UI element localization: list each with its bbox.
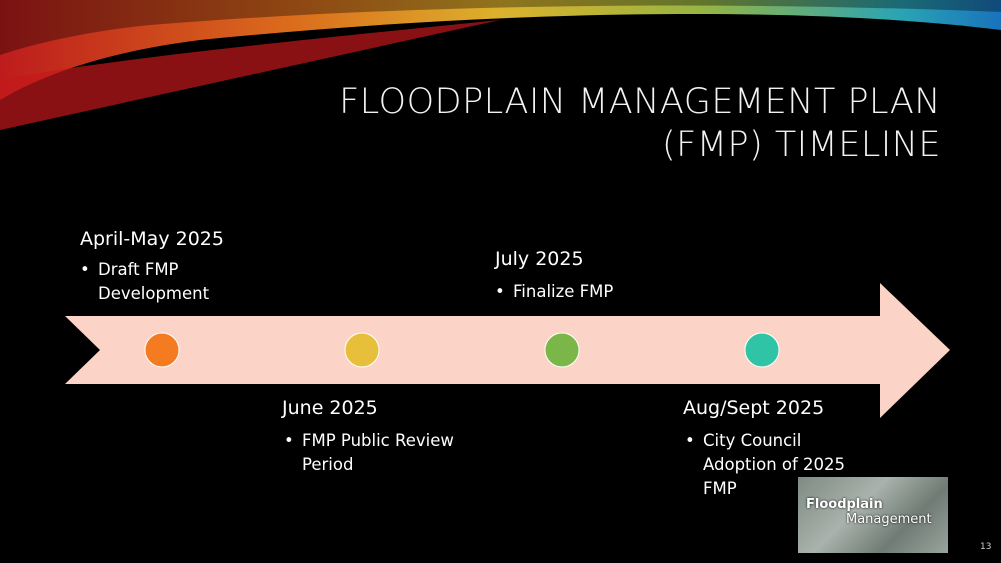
logo-image: Floodplain Management bbox=[798, 477, 948, 553]
milestone-item: Finalize FMP bbox=[495, 280, 693, 304]
logo-text: Floodplain bbox=[806, 497, 883, 512]
title-line: FLOODPLAIN MANAGEMENT PLAN bbox=[339, 82, 941, 122]
milestone-dot bbox=[345, 333, 379, 367]
logo-text: Management bbox=[846, 512, 932, 527]
milestone-date: July 2025 bbox=[495, 248, 584, 270]
milestone-date: June 2025 bbox=[282, 397, 378, 419]
title-line: (FMP) TIMELINE bbox=[662, 125, 941, 165]
milestone-dot bbox=[545, 333, 579, 367]
milestone-dot bbox=[145, 333, 179, 367]
milestone-date: April-May 2025 bbox=[80, 228, 224, 250]
slide-number: 13 bbox=[980, 542, 991, 552]
milestone-item: Draft FMP Development bbox=[80, 258, 278, 306]
milestone-date: Aug/Sept 2025 bbox=[683, 397, 824, 419]
milestone-dot bbox=[745, 333, 779, 367]
milestone-item: FMP Public Review Period bbox=[284, 429, 472, 477]
slide-page: FLOODPLAIN MANAGEMENT PLAN (FMP) TIMELIN… bbox=[0, 0, 1001, 563]
